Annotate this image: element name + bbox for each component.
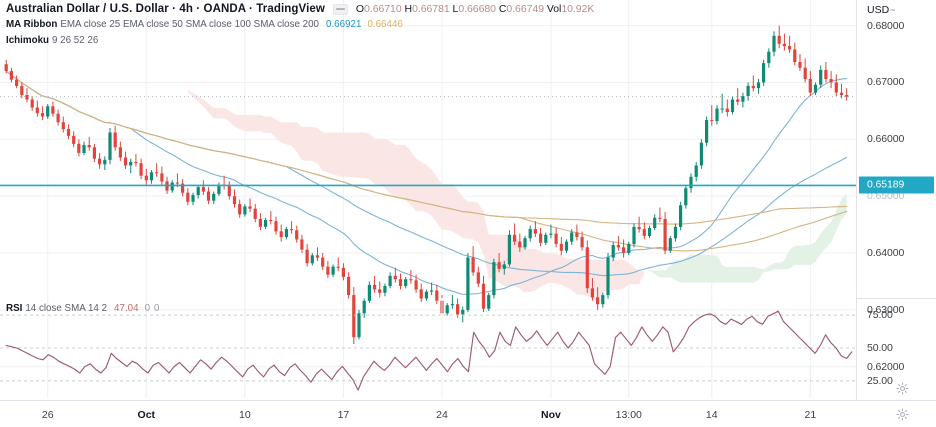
axis-currency-unit[interactable]: USD~: [867, 4, 895, 16]
price-axis-tick: 0.66000: [867, 133, 905, 146]
price-axis-tick: 0.63000: [867, 303, 905, 316]
pane-divider: [857, 298, 936, 299]
gear-icon[interactable]: [896, 408, 909, 421]
rsi-axis-tick: 50.00: [867, 342, 893, 354]
gear-icon[interactable]: [896, 382, 909, 395]
axis-unit-label: USD: [867, 4, 890, 16]
time-axis-tick: 21: [804, 409, 817, 421]
price-axis-tick: 0.62000: [867, 360, 905, 373]
rsi-pane[interactable]: [0, 298, 856, 398]
time-axis-tick: 14: [705, 409, 718, 421]
chevron-down-icon[interactable]: ~: [890, 5, 896, 15]
time-axis-tick: 24: [436, 409, 448, 421]
rsi-axis-tick: 25.00: [867, 374, 893, 387]
time-axis-tick: 17: [337, 409, 350, 421]
time-axis-tick: Oct: [137, 409, 156, 421]
time-axis[interactable]: 26 Oct 10 17 24 Nov 13:00 14 21: [0, 400, 936, 427]
price-axis-tick: 0.64000: [867, 247, 905, 259]
price-axis-tick: 0.67000: [867, 76, 905, 89]
time-axis-tick: 26: [41, 409, 54, 421]
current-price-badge[interactable]: 0.65189: [859, 176, 934, 194]
price-axis-tick: 0.68000: [867, 19, 905, 32]
price-axis[interactable]: USD~ 0.68000 0.67000 0.66000 0.65000 0.64000…: [856, 0, 936, 427]
rsi-axis-tick: 75.00: [867, 309, 893, 322]
time-axis-tick: 10: [239, 409, 251, 421]
time-axis-tick: Nov: [541, 409, 561, 421]
time-axis-tick: 13:00: [615, 409, 642, 421]
